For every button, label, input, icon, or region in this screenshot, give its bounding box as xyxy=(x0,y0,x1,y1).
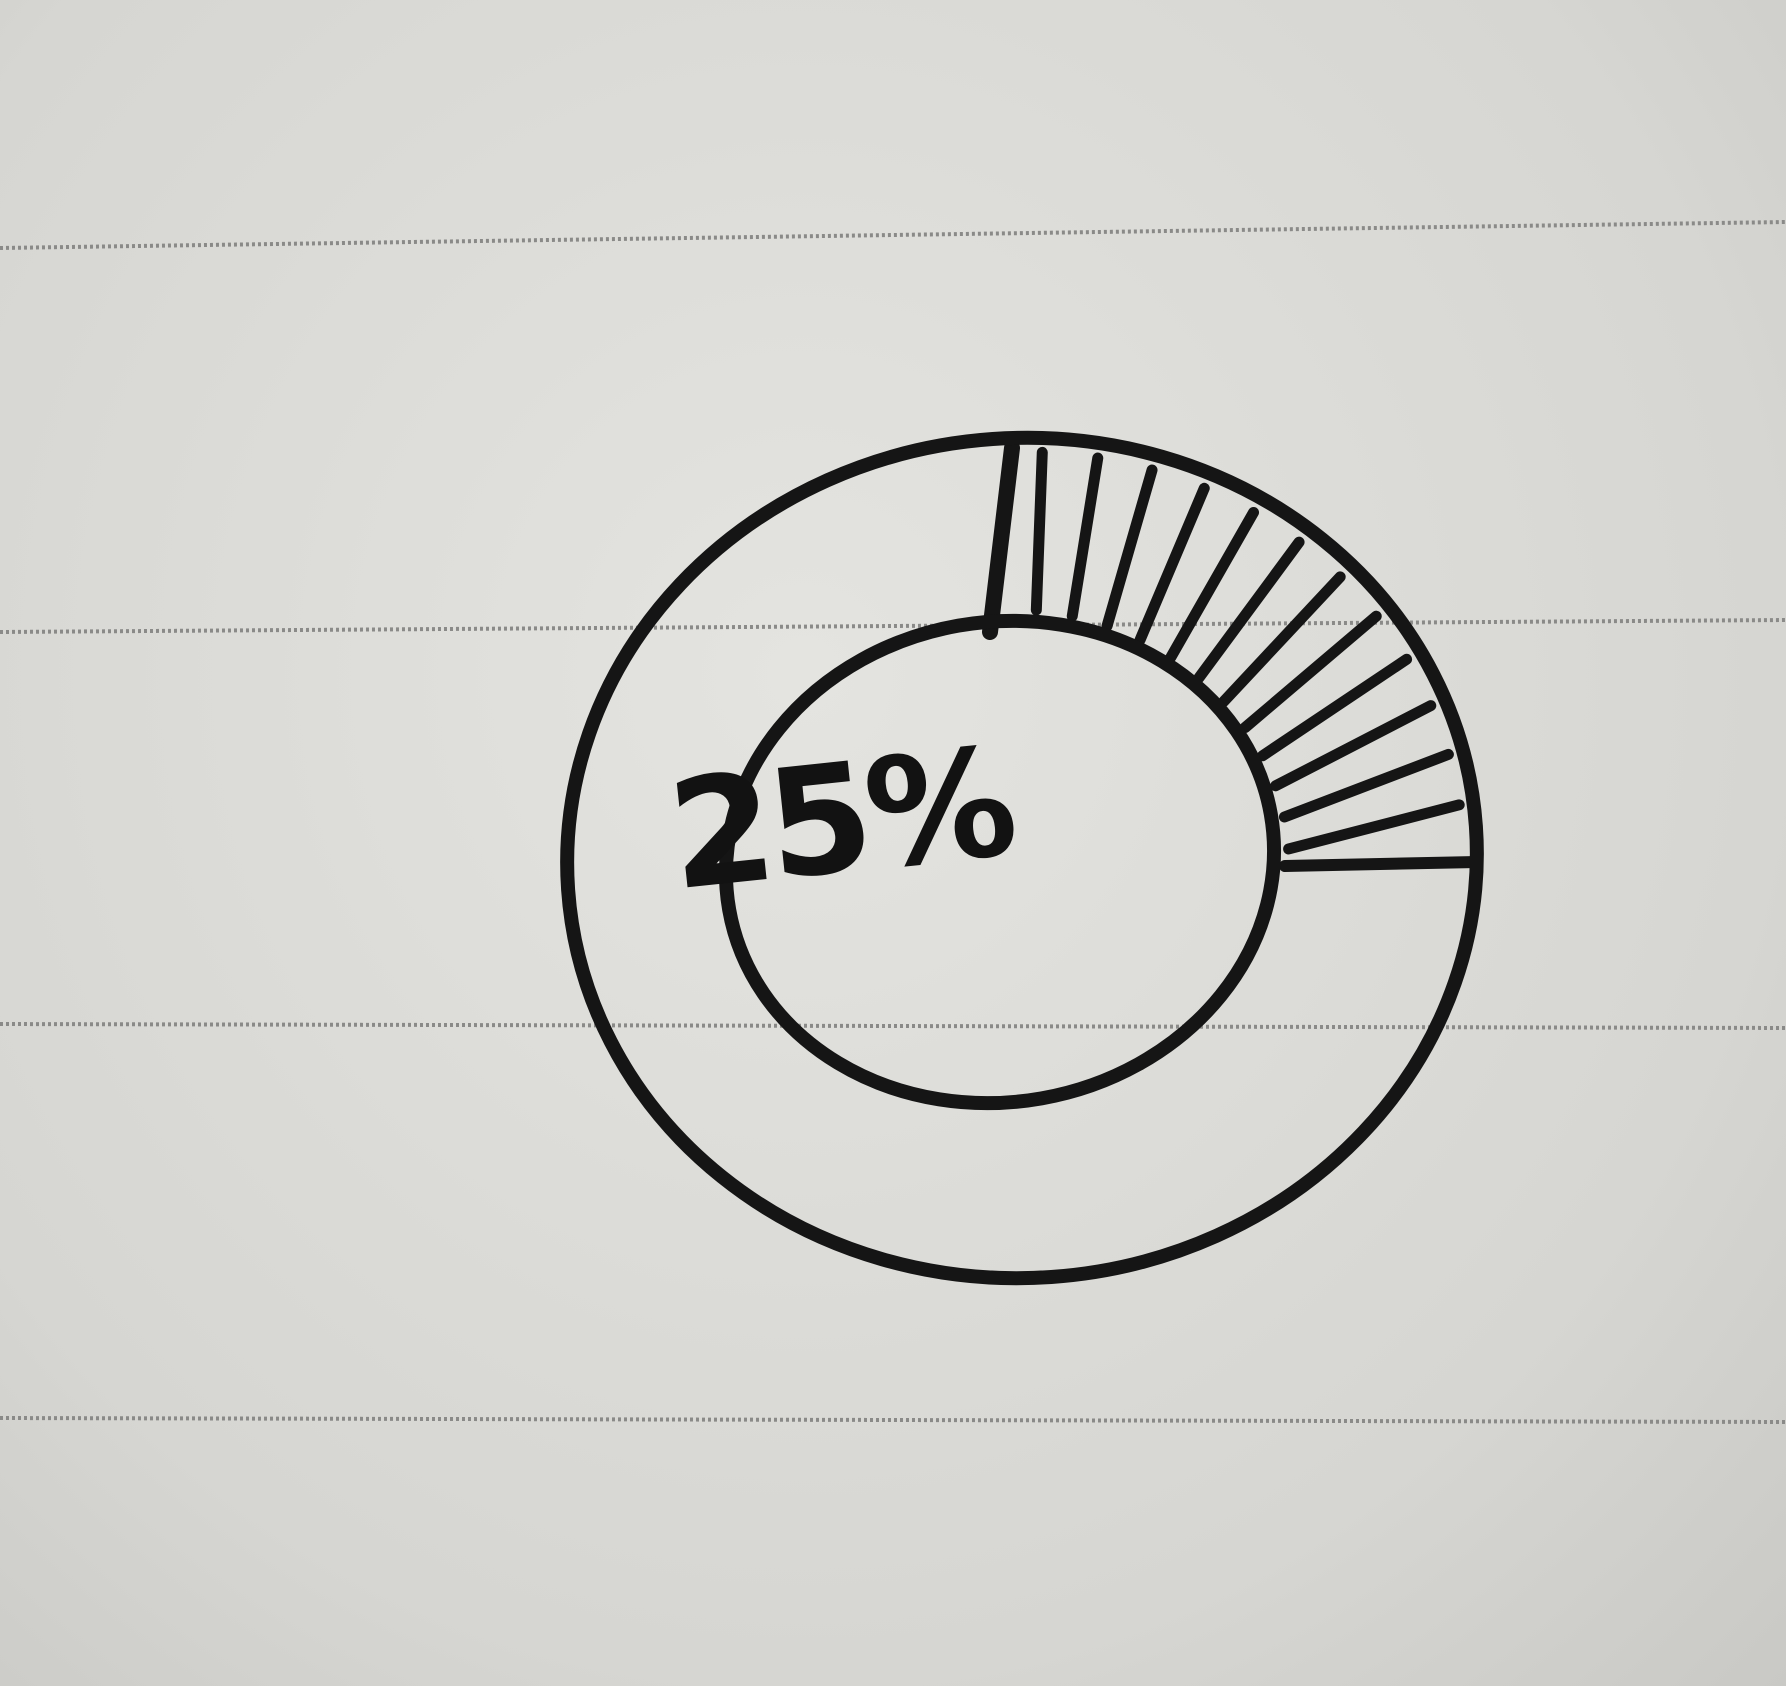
hatch-stroke xyxy=(1239,610,1382,733)
ruled-line-1 xyxy=(0,220,1786,250)
donut-center-label: 25% xyxy=(661,715,1019,925)
hatch-stroke xyxy=(1030,446,1048,616)
slice-end-edge xyxy=(1279,856,1483,872)
hatch-stroke xyxy=(1066,452,1104,622)
hatch-stroke xyxy=(1257,653,1413,762)
hatch-stroke xyxy=(1165,506,1260,663)
hatch-stroke xyxy=(1278,748,1454,823)
ruled-lines xyxy=(0,220,1786,1424)
hatch-stroke xyxy=(1270,700,1437,792)
ruled-line-3 xyxy=(0,1022,1786,1030)
slice-start-edge xyxy=(982,440,1020,640)
hatch-stroke xyxy=(1193,536,1305,684)
donut-outer-ring xyxy=(560,430,1484,1286)
ruled-line-4 xyxy=(0,1416,1786,1424)
donut-rings xyxy=(560,430,1484,1286)
donut-inner-ring xyxy=(718,613,1282,1111)
hatch-stroke xyxy=(1218,571,1346,707)
hatch-stroke xyxy=(1134,482,1210,646)
hatch-stroke xyxy=(1283,799,1465,855)
donut-slice-hatched xyxy=(982,440,1483,872)
ruled-line-2 xyxy=(0,618,1786,634)
hatch-stroke xyxy=(1101,464,1158,632)
